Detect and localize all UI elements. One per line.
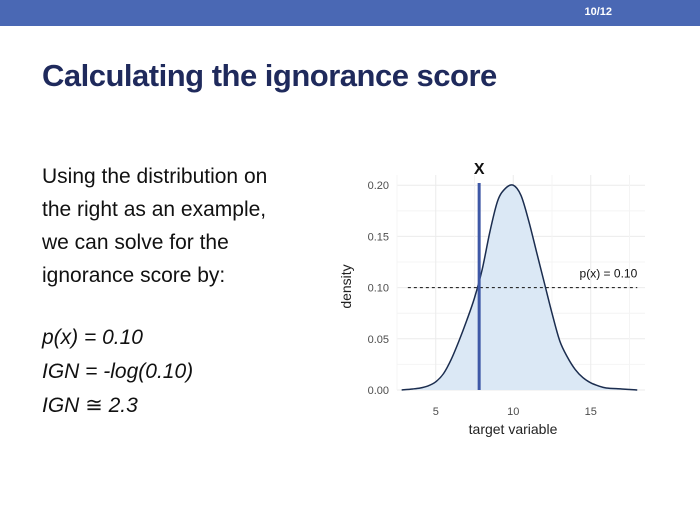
x-tick-label: 15 [585,406,597,418]
density-chart: p(x) = 0.10 X 0.00 0.05 0.10 0.15 0.20 5 10 15 … [335,150,655,455]
intro-line: Using the distribution on [42,165,268,188]
reference-label: p(x) = 0.10 [580,267,638,281]
observation-marker-label: X [474,161,485,178]
y-axis-title: density [338,264,354,308]
y-tick-label: 0.05 [368,334,389,346]
x-tick-label: 10 [507,406,519,418]
slide-title: Calculating the ignorance score [42,58,497,93]
intro-line: ignorance score by: [42,264,226,287]
intro-line: we can solve for the [42,231,229,254]
density-curve [401,184,638,391]
density-chart-svg: p(x) = 0.10 X 0.000.050.100.150.205 10 15 … [338,161,645,437]
y-tick-label: 0.15 [368,231,389,243]
intro-text: Using the distribution on the right as a… [42,160,327,292]
formula-ign-approx: IGN ≅ 2.3 [42,394,138,417]
formula-ign: IGN = -log(0.10) [42,360,194,383]
y-tick-label: 0.20 [368,180,389,192]
page-number: 10/12 [584,6,612,18]
intro-line: the right as an example, [42,198,267,221]
y-tick-label: 0.00 [368,385,389,397]
y-tick-label: 0.10 [368,283,389,295]
formula-px: p(x) = 0.10 [42,326,143,349]
x-tick-label: 5 [433,406,439,418]
formula-block: p(x) = 0.10 IGN = -log(0.10) IGN ≅ 2.3 [42,321,193,423]
x-axis-title: target variable [469,421,558,437]
header-bar: 10/12 [0,0,700,26]
